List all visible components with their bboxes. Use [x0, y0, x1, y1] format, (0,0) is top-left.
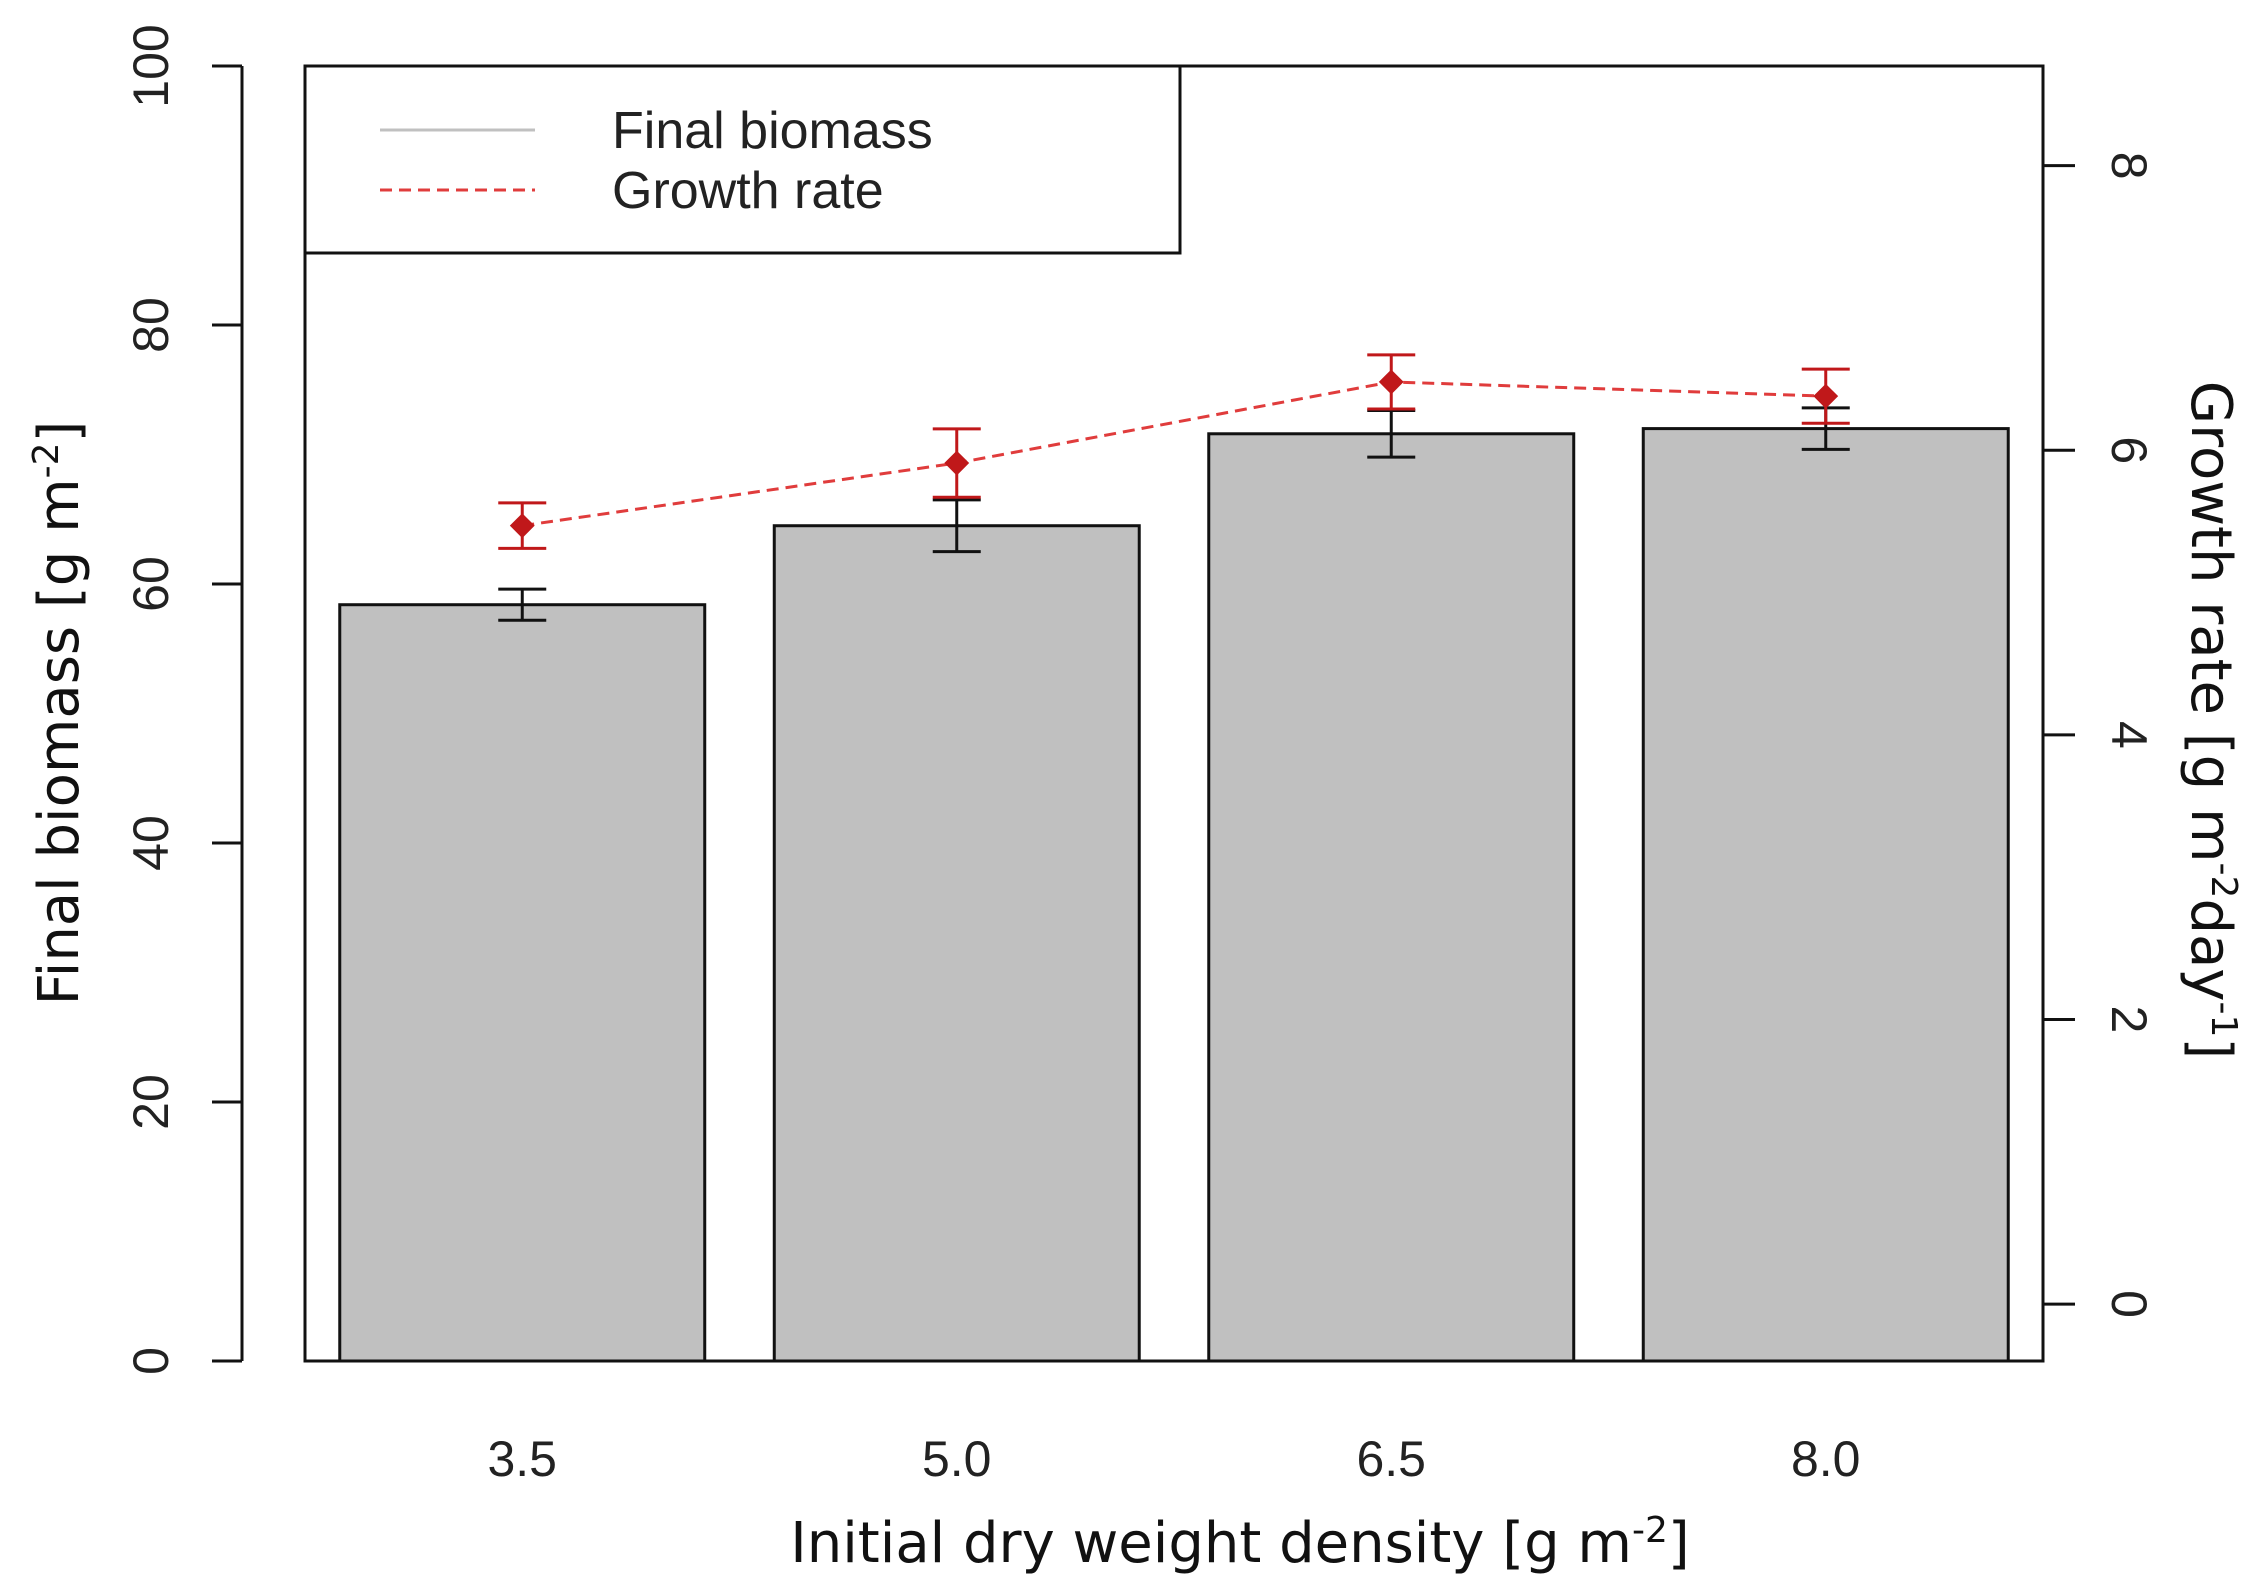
growth-rate-point — [509, 513, 535, 539]
y2-axis-title-part: Growth rate [g m — [2178, 381, 2243, 863]
right-tick-label: 0 — [2101, 1290, 2157, 1318]
bar-errorbars-layer — [498, 406, 1850, 622]
left-tick-label: 40 — [123, 815, 179, 871]
left-tick-label: 20 — [123, 1074, 179, 1130]
y-axis-title-part: ] — [27, 421, 92, 443]
axes-layer — [212, 64, 2075, 1363]
right-tick-label: 8 — [2101, 152, 2157, 180]
right-tick-label: 4 — [2101, 721, 2157, 749]
legend-label-final-biomass: Final biomass — [612, 102, 933, 160]
x-tick-label: 8.0 — [1791, 1431, 1861, 1487]
x-axis-title-part: ] — [1668, 1511, 1690, 1576]
y2-axis-title-part: day — [2178, 898, 2243, 1001]
right-tick-label: 6 — [2101, 436, 2157, 464]
bars-layer — [338, 427, 2010, 1363]
x-axis-title-part: Initial dry weight density [g m — [790, 1511, 1632, 1576]
y-axis-title-part: Final biomass [g m — [27, 478, 92, 1005]
left-tick-label: 0 — [123, 1347, 179, 1375]
text-layer: 0 20 40 60 80 100 0 2 4 6 8 3.5 5.0 6.5 8.0 Initial dry… — [26, 24, 2245, 1576]
left-tick-label: 80 — [123, 297, 179, 353]
y-axis-title-part: -2 — [26, 442, 67, 478]
growth-rate-point — [1378, 369, 1404, 395]
y2-axis-title-part: -1 — [2204, 1001, 2245, 1037]
y2-axis-title-part: -2 — [2204, 863, 2245, 899]
growth-rate-point — [1813, 383, 1839, 409]
growth-line-layer — [498, 353, 1850, 550]
x-tick-label: 3.5 — [487, 1431, 557, 1487]
bar-final-biomass — [338, 603, 707, 1363]
x-axis-title: Initial dry weight density [g m-2] — [790, 1510, 1690, 1577]
y2-axis-title-part: ] — [2178, 1037, 2243, 1059]
growth-rate-point — [944, 450, 970, 476]
y-axis-title: Final biomass [g m-2] — [26, 421, 93, 1006]
y2-axis-title: Growth rate [g m-2day-1] — [2178, 381, 2245, 1059]
legend-label-growth-rate: Growth rate — [612, 162, 884, 220]
x-tick-label: 6.5 — [1356, 1431, 1426, 1487]
growth-rate-line — [522, 380, 1826, 528]
left-tick-label: 100 — [123, 24, 179, 107]
left-tick-label: 60 — [123, 556, 179, 612]
bar-final-biomass — [1641, 427, 2010, 1363]
x-tick-label: 5.0 — [922, 1431, 992, 1487]
right-tick-label: 2 — [2101, 1006, 2157, 1034]
bar-final-biomass — [772, 524, 1141, 1363]
bar-final-biomass — [1207, 432, 1576, 1363]
x-axis-title-part: -2 — [1632, 1510, 1668, 1551]
